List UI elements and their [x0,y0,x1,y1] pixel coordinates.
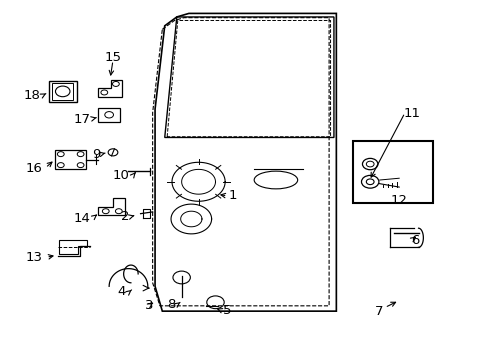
Text: 4: 4 [118,285,126,298]
Text: 14: 14 [74,212,91,225]
Text: 7: 7 [374,305,383,318]
Text: 15: 15 [104,51,121,64]
Text: 17: 17 [74,113,91,126]
Text: 12: 12 [390,194,407,207]
Text: 3: 3 [144,299,153,312]
Bar [352,141,432,203]
Text: 18: 18 [23,89,41,102]
Text: 2: 2 [121,210,129,223]
Text: 13: 13 [26,251,43,264]
Text: 5: 5 [223,304,231,317]
Text: 8: 8 [167,298,176,311]
Text: 10: 10 [112,169,129,182]
Text: 9: 9 [92,148,100,161]
Text: 6: 6 [410,234,419,247]
Text: 16: 16 [25,162,42,175]
Text: 1: 1 [228,189,237,202]
Text: 11: 11 [402,107,419,120]
